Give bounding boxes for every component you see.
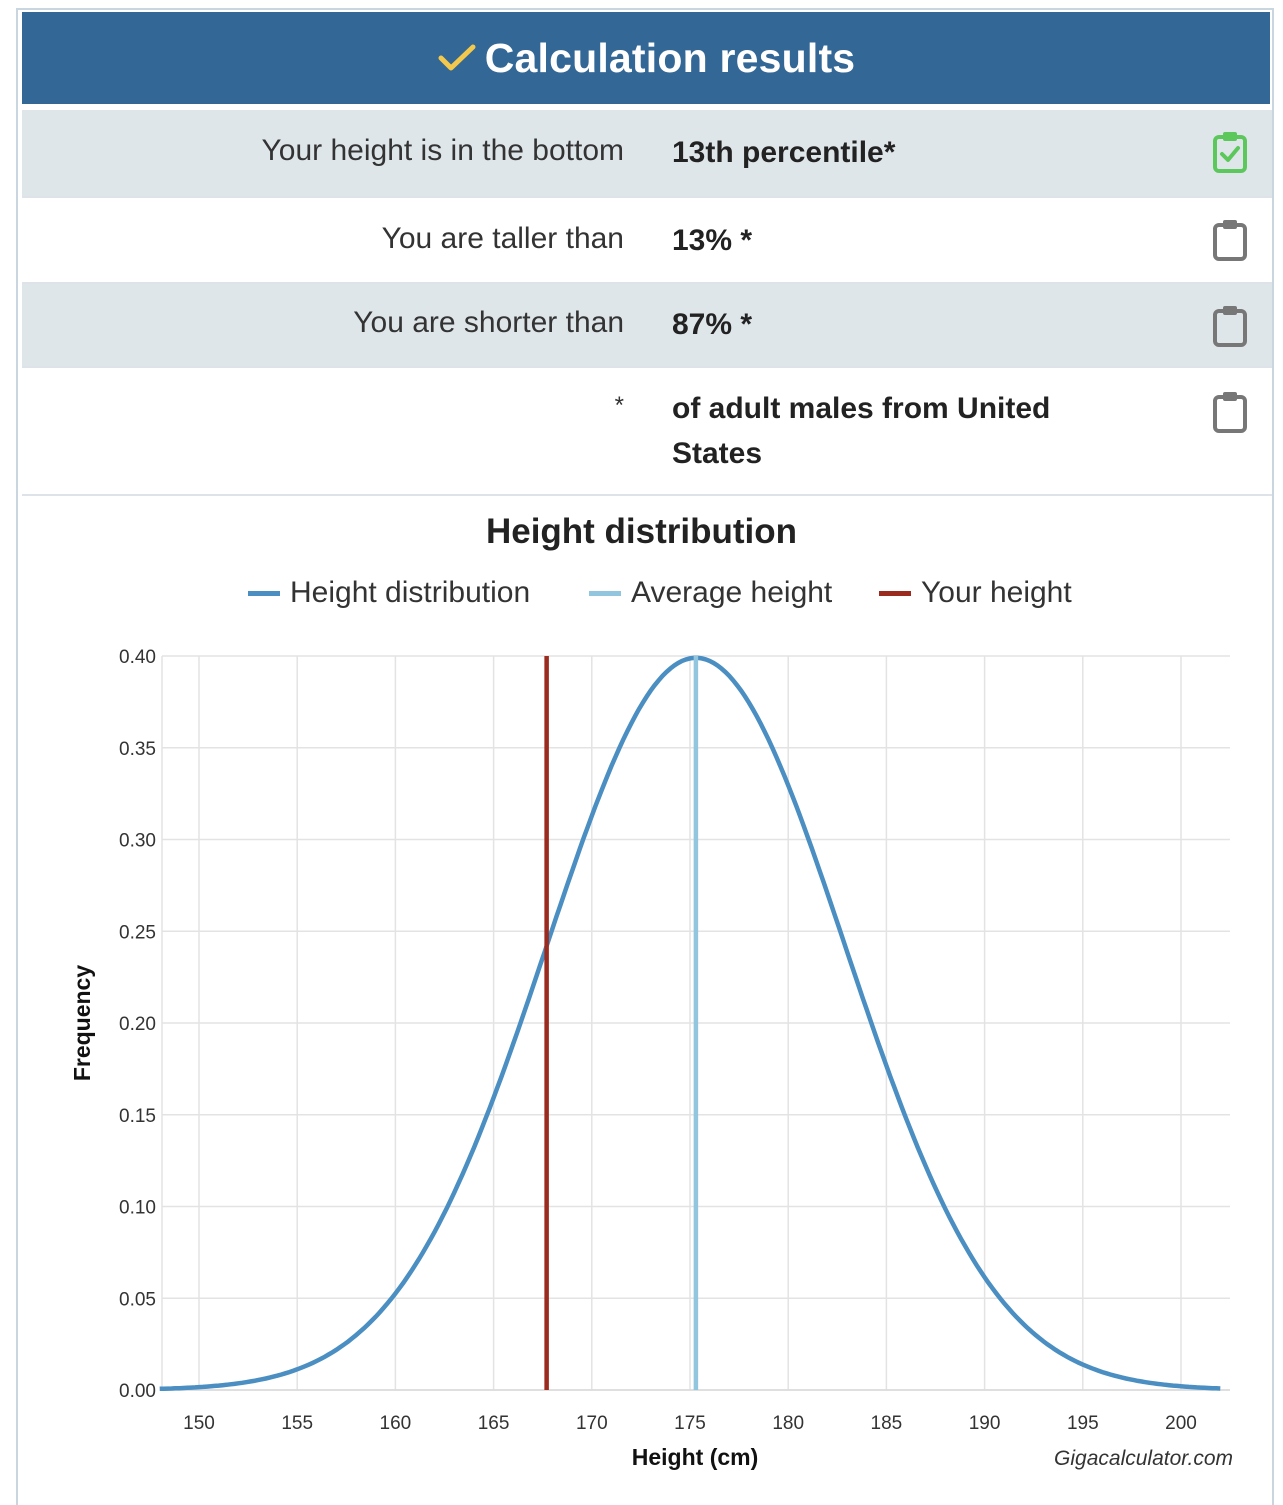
x-tick-label: 150: [183, 1413, 215, 1434]
x-tick-label: 175: [674, 1413, 706, 1434]
legend-label: Your height: [921, 576, 1072, 609]
legend-swatch: [879, 590, 911, 596]
y-tick-label: 0.10: [119, 1198, 156, 1219]
legend-swatch: [589, 590, 621, 596]
x-tick-label: 195: [1067, 1413, 1099, 1434]
result-row-shorter: You are shorter than 87% *: [22, 284, 1272, 368]
x-tick-label: 180: [772, 1413, 804, 1434]
credit-text: Gigacalculator.com: [1054, 1447, 1233, 1470]
result-row-population: * of adult males from United States: [22, 368, 1272, 496]
clipboard-icon[interactable]: [1212, 390, 1248, 434]
result-value: 13th percentile*: [672, 136, 896, 169]
x-tick-label: 170: [576, 1413, 608, 1434]
chart-legend: Height distribution Average height Your …: [0, 576, 1283, 616]
x-tick-label: 155: [281, 1413, 313, 1434]
y-tick-label: 0.35: [119, 739, 156, 760]
x-tick-label: 190: [969, 1413, 1001, 1434]
y-tick-label: 0.25: [119, 922, 156, 943]
results-header: Calculation results: [22, 12, 1270, 104]
legend-swatch: [248, 590, 280, 596]
y-tick-label: 0.15: [119, 1106, 156, 1127]
y-tick-label: 0.40: [119, 647, 156, 668]
x-axis-title: Height (cm): [632, 1444, 759, 1470]
y-tick-label: 0.30: [119, 831, 156, 852]
result-value: 87% *: [672, 308, 753, 341]
result-label: You are taller than: [381, 222, 624, 255]
result-value: of adult males from United States: [672, 392, 1051, 470]
x-tick-label: 200: [1165, 1413, 1197, 1434]
height-distribution-line: [159, 655, 1221, 1392]
result-row-taller: You are taller than 13% *: [22, 198, 1272, 284]
clipboard-icon[interactable]: [1212, 304, 1248, 348]
results-title: Calculation results: [484, 34, 856, 81]
legend-item-average[interactable]: Average height: [589, 576, 832, 610]
clipboard-icon[interactable]: [1212, 218, 1248, 262]
results-card: Calculation results Your height is in th…: [16, 8, 1274, 1505]
chart-title: Height distribution: [485, 512, 798, 551]
legend-item-your-height[interactable]: Your height: [879, 576, 1072, 610]
clipboard-check-icon[interactable]: [1212, 130, 1248, 174]
result-label: You are shorter than: [353, 306, 624, 339]
x-tick-label: 160: [380, 1413, 412, 1434]
y-axis-title: Frequency: [69, 965, 95, 1082]
y-tick-label: 0.00: [119, 1381, 156, 1402]
result-label: *: [614, 392, 624, 419]
legend-label: Height distribution: [290, 576, 531, 609]
y-tick-label: 0.05: [119, 1289, 156, 1310]
result-row-percentile: Your height is in the bottom 13th percen…: [22, 110, 1272, 198]
y-tick-label: 0.20: [119, 1014, 156, 1035]
x-tick-label: 185: [871, 1413, 903, 1434]
x-tick-label: 165: [478, 1413, 510, 1434]
result-value: 13% *: [672, 224, 753, 257]
legend-item-distribution[interactable]: Height distribution: [248, 576, 530, 610]
result-label: Your height is in the bottom: [261, 134, 624, 167]
legend-label: Average height: [631, 576, 833, 609]
checkmark-icon: [438, 44, 476, 71]
